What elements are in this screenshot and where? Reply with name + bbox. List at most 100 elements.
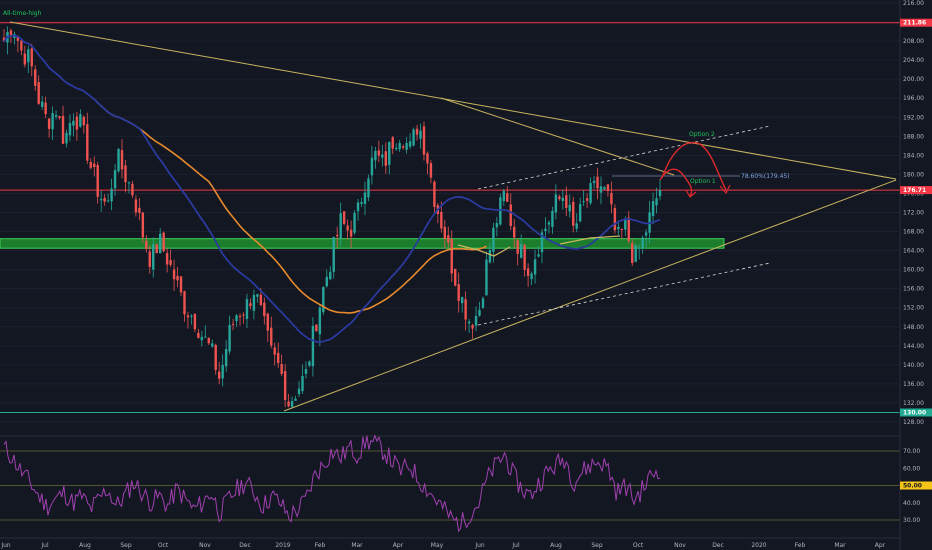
- candle-body: [506, 193, 509, 202]
- all-time-high-label: All-time-high: [3, 10, 42, 17]
- candle-body: [384, 151, 387, 166]
- candle-body: [589, 182, 592, 204]
- candle-body: [575, 223, 578, 229]
- time-tick-label: Nov: [674, 542, 686, 549]
- candle-body: [478, 309, 481, 316]
- candle-body: [519, 244, 523, 258]
- time-tick-label: 2019: [275, 542, 290, 549]
- candle-body: [551, 210, 554, 227]
- candle-body: [207, 338, 210, 344]
- candle-body: [16, 35, 20, 41]
- candle-body: [558, 196, 561, 200]
- candle-body: [634, 245, 637, 262]
- candle-body: [599, 186, 603, 193]
- candle-body: [72, 120, 75, 126]
- candle-body: [561, 197, 565, 202]
- candle-body: [391, 137, 394, 149]
- candle-body: [2, 37, 6, 42]
- candle-body: [450, 239, 453, 274]
- candle-body: [96, 165, 99, 197]
- candle-body: [186, 315, 190, 318]
- option-1-label: Option 1: [690, 178, 716, 185]
- candle-body: [620, 229, 624, 231]
- channel-lower-dashed: [477, 262, 771, 326]
- candle-body: [93, 163, 96, 168]
- candle-body: [228, 324, 231, 352]
- candle-body: [644, 232, 648, 236]
- price-tick-label: 172.00: [903, 210, 924, 217]
- candle-body: [356, 202, 360, 212]
- candle-body: [304, 368, 308, 374]
- candle-body: [172, 269, 176, 280]
- time-tick-label: Aug: [79, 542, 91, 549]
- candle-body: [270, 327, 273, 346]
- candle-body: [516, 240, 519, 254]
- candle-body: [429, 163, 433, 178]
- candle-body: [44, 102, 47, 115]
- candle-body: [245, 299, 249, 319]
- candle-body: [572, 201, 575, 226]
- candle-body: [460, 297, 464, 304]
- time-tick-label: 2020: [751, 542, 766, 549]
- time-tick-label: Dec: [712, 542, 724, 549]
- candle-body: [353, 212, 356, 233]
- candle-body: [131, 183, 134, 196]
- candle-body: [110, 188, 113, 202]
- candle-body: [408, 141, 412, 147]
- time-tick-label: Sep: [591, 542, 603, 549]
- candle-body: [596, 176, 599, 189]
- candle-body: [231, 323, 235, 325]
- candle-body: [75, 116, 79, 130]
- candle-body: [606, 184, 610, 191]
- candle-body: [419, 130, 422, 139]
- candle-body: [342, 211, 346, 224]
- candle-body: [34, 69, 37, 86]
- price-tick-label: 192.00: [903, 114, 924, 121]
- channel-upper-dashed: [477, 125, 771, 190]
- candle-body: [106, 200, 110, 202]
- rsi-line: [3, 434, 661, 533]
- candle-body: [495, 223, 499, 228]
- candle-body: [509, 204, 512, 226]
- candle-body: [23, 53, 27, 65]
- candle-body: [277, 352, 280, 363]
- candle-body: [68, 123, 72, 136]
- candle-body: [287, 401, 290, 407]
- candle-body: [9, 30, 13, 35]
- candle-body: [624, 219, 627, 230]
- candle-body: [613, 208, 617, 231]
- price-tick-label: 156.00: [903, 286, 924, 293]
- time-tick-label: Oct: [633, 542, 644, 549]
- level-badge: [900, 186, 932, 195]
- candle-body: [631, 243, 634, 263]
- option-2-label: Option 2: [689, 131, 715, 138]
- candle-body: [433, 181, 436, 207]
- candle-body: [252, 295, 256, 311]
- price-grid: [0, 2, 900, 423]
- time-tick-label: Jun: [0, 542, 11, 549]
- candle-body: [124, 165, 127, 183]
- candle-body: [145, 240, 148, 250]
- price-tick-label: 180.00: [903, 171, 924, 178]
- time-tick-label: Oct: [158, 542, 169, 549]
- price-tick-label: 128.00: [903, 419, 924, 426]
- candle-body: [148, 251, 151, 267]
- candle-body: [290, 400, 294, 407]
- mid-trendline: [440, 97, 675, 176]
- candle-body: [61, 115, 65, 144]
- candle-body: [200, 336, 204, 341]
- candlestick-series: [2, 26, 662, 408]
- candle-body: [266, 313, 269, 331]
- option-2-curve: [661, 141, 727, 191]
- candle-body: [99, 199, 103, 201]
- candle-body: [117, 148, 120, 172]
- candle-body: [513, 226, 516, 238]
- candle-body: [134, 199, 138, 213]
- candle-body: [592, 180, 596, 184]
- candle-body: [568, 204, 571, 212]
- candle-body: [141, 212, 145, 238]
- candle-body: [360, 202, 363, 204]
- candle-body: [318, 307, 322, 335]
- candle-body: [263, 302, 266, 317]
- candle-body: [485, 259, 488, 296]
